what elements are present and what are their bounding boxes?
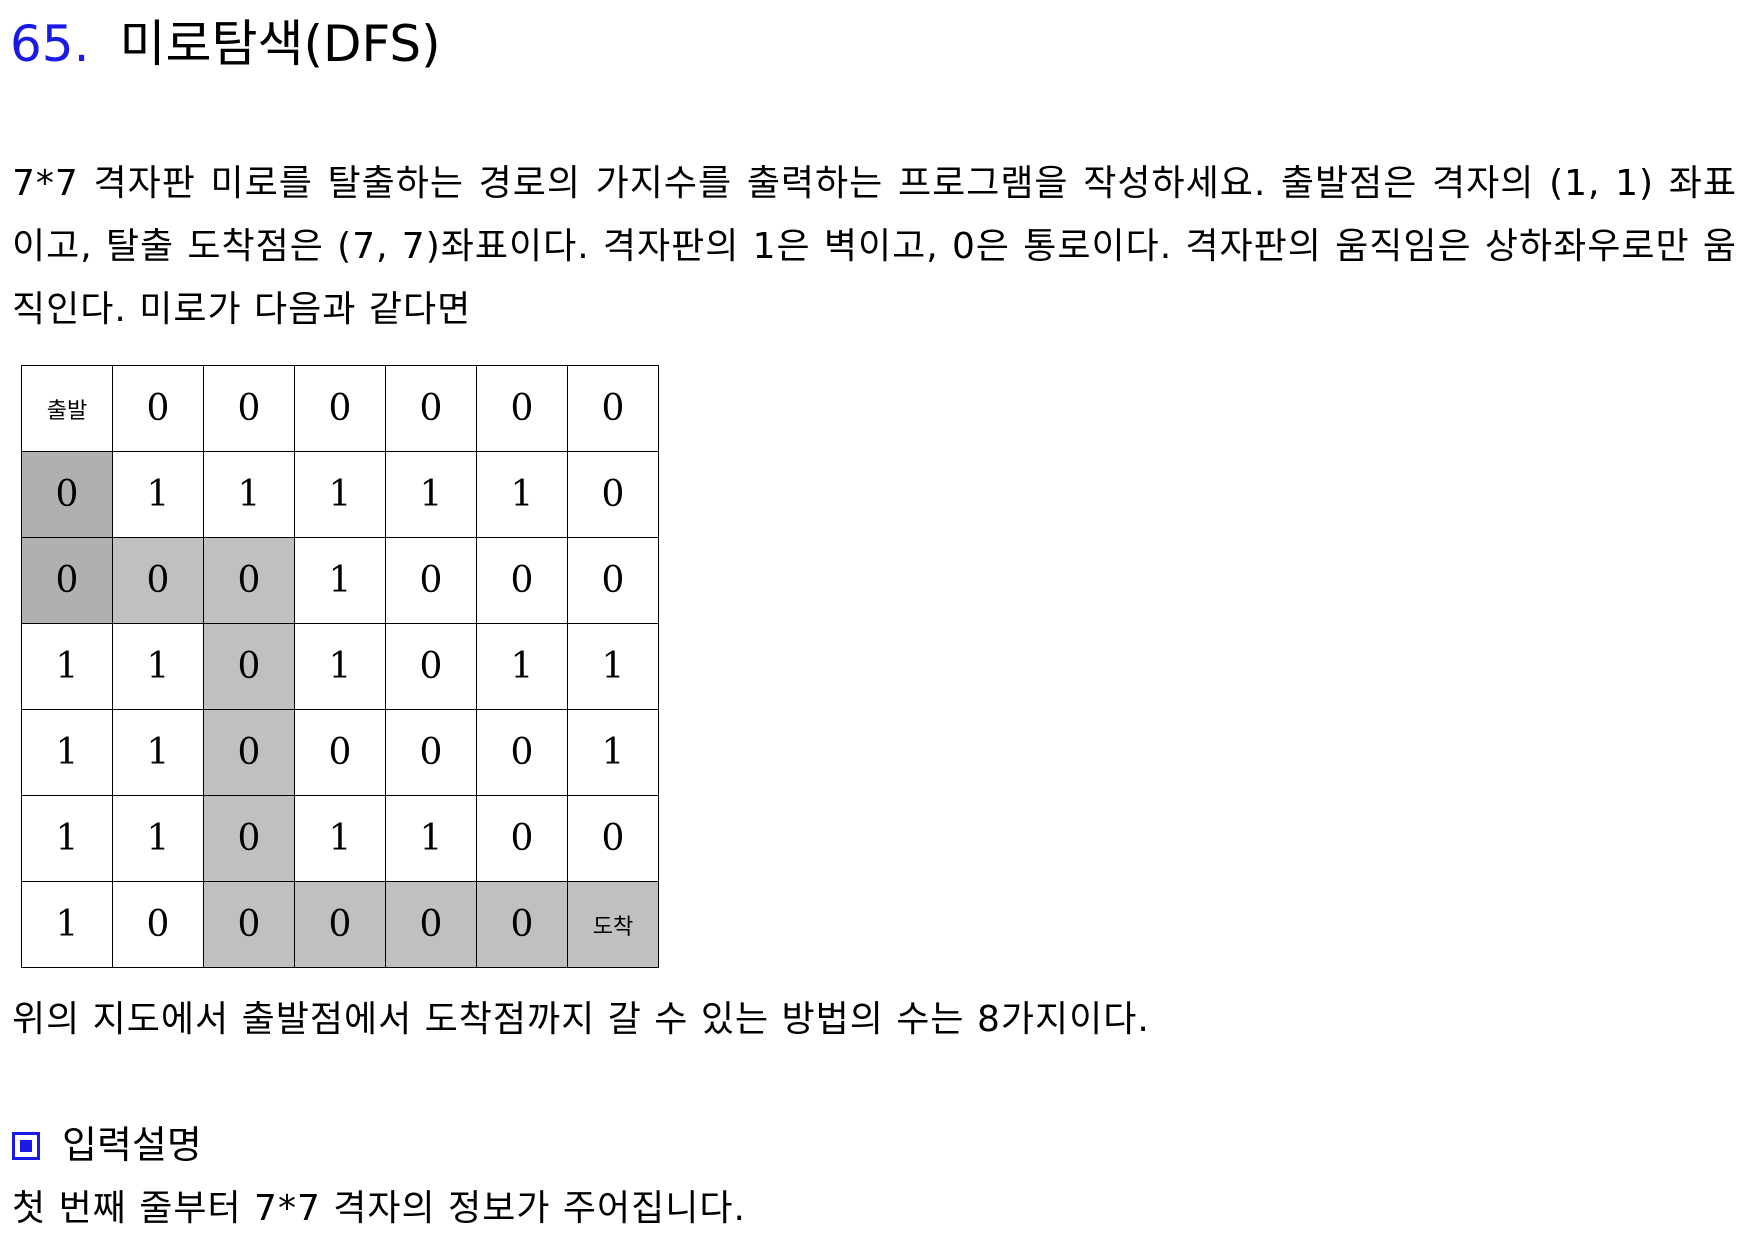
maze-cell: 도착 (567, 881, 659, 968)
maze-cell: 0 (385, 623, 477, 710)
result-text: 위의 지도에서 출발점에서 도착점까지 갈 수 있는 방법의 수는 8가지이다. (12, 999, 1150, 1040)
maze-cell: 0 (385, 881, 477, 968)
maze-cell: 0 (385, 365, 477, 452)
maze-cell: 0 (294, 365, 386, 452)
maze-cell: 0 (21, 451, 113, 538)
maze-cell: 1 (21, 881, 113, 968)
maze-cell: 1 (294, 537, 386, 624)
maze-cell: 1 (294, 451, 386, 538)
maze-cell: 1 (294, 623, 386, 710)
maze-cell: 1 (476, 451, 568, 538)
maze-cell: 1 (21, 709, 113, 796)
maze-cell: 0 (294, 881, 386, 968)
maze-cell: 0 (476, 795, 568, 882)
maze-cell: 1 (294, 795, 386, 882)
maze-grid: 출발 0 0 0 0 0 0 0 1 1 1 1 1 0 0 0 0 1 0 0 0 1 1 0 1 0 1 1 1 1 0 0 0 0 1 1 1 0 1… (21, 365, 659, 968)
square-bullet-icon (12, 1132, 40, 1160)
maze-cell: 0 (476, 365, 568, 452)
maze-cell: 0 (476, 537, 568, 624)
maze-cell: 1 (567, 709, 659, 796)
maze-cell: 0 (476, 709, 568, 796)
maze-cell: 0 (476, 881, 568, 968)
maze-cell: 0 (112, 365, 204, 452)
maze-cell: 1 (203, 451, 295, 538)
maze-cell: 0 (294, 709, 386, 796)
maze-cell: 0 (21, 537, 113, 624)
maze-cell: 0 (203, 709, 295, 796)
maze-cell: 1 (21, 795, 113, 882)
input-description: 첫 번째 줄부터 7*7 격자의 정보가 주어집니다. (12, 1188, 746, 1229)
maze-cell: 0 (112, 537, 204, 624)
maze-cell: 0 (567, 365, 659, 452)
maze-cell: 1 (385, 795, 477, 882)
maze-cell: 1 (112, 795, 204, 882)
maze-cell: 0 (203, 795, 295, 882)
maze-cell: 0 (203, 623, 295, 710)
maze-cell: 0 (203, 881, 295, 968)
maze-cell: 1 (385, 451, 477, 538)
problem-title: 65. 미로탐색(DFS) (10, 6, 441, 82)
maze-cell: 1 (112, 623, 204, 710)
problem-description: 7*7 격자판 미로를 탈출하는 경로의 가지수를 출력하는 프로그램을 작성하… (12, 163, 1737, 330)
maze-cell: 1 (567, 623, 659, 710)
maze-cell: 0 (385, 537, 477, 624)
maze-cell: 0 (203, 537, 295, 624)
maze-cell: 1 (21, 623, 113, 710)
input-section-heading: 입력설명 (12, 1115, 202, 1175)
maze-cell: 0 (385, 709, 477, 796)
maze-row: 출발 0 0 0 0 0 0 (21, 365, 659, 452)
maze-cell: 0 (112, 881, 204, 968)
problem-title-text: 미로탐색(DFS) (119, 15, 441, 73)
maze-cell: 출발 (21, 365, 113, 452)
maze-cell: 0 (203, 365, 295, 452)
maze-cell: 1 (476, 623, 568, 710)
maze-cell: 0 (567, 537, 659, 624)
maze-cell: 0 (567, 451, 659, 538)
maze-cell: 1 (112, 709, 204, 796)
problem-number: 65. (10, 15, 90, 73)
maze-cell: 0 (567, 795, 659, 882)
maze-row: 1 0 0 0 0 0 도착 (21, 881, 659, 968)
input-section-title: 입력설명 (62, 1123, 202, 1167)
maze-cell: 1 (112, 451, 204, 538)
